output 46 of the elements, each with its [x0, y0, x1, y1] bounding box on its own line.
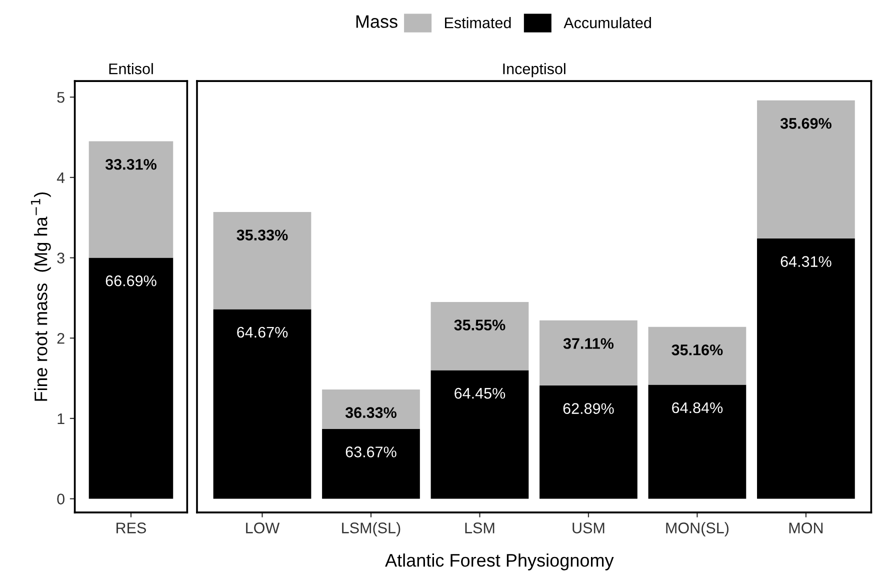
annotation: 35.33% [236, 230, 288, 240]
bar [757, 238, 855, 499]
bar [648, 326, 746, 385]
bar [430, 302, 529, 370]
x-tick-label: LSM [465, 522, 494, 534]
y-tick-label: 1 [58, 413, 64, 424]
annotation: 37.11% [563, 338, 614, 349]
annotation: 35.16% [672, 344, 723, 356]
annotation: 64.67% [237, 326, 288, 338]
x-tick-label: RES [116, 522, 146, 534]
bar [213, 212, 312, 310]
x-tick-label: MON [789, 522, 823, 534]
bar [648, 384, 746, 499]
bar [757, 100, 855, 238]
bar [540, 386, 638, 499]
y-tick-label: 2 [57, 332, 64, 344]
y-tick-label: 5 [57, 92, 64, 103]
legend-label: Estimated [445, 17, 511, 28]
x-axis-title: Atlantic Forest Physiognomy [385, 553, 614, 570]
annotation: 66.69% [106, 275, 156, 286]
y-tick-label: 3 [57, 252, 64, 264]
bar [213, 309, 312, 499]
annotation: 63.67% [346, 446, 396, 458]
x-tick-label: LSM(SL) [342, 522, 400, 536]
chart-title: Inceptisol [503, 63, 566, 78]
y-tick-label: 0 [57, 494, 64, 504]
annotation: 62.89% [563, 403, 614, 414]
annotation: 36.33% [345, 407, 396, 418]
bar [322, 390, 420, 429]
annotation: 64.45% [454, 388, 506, 399]
y-axis-title: Fine root mass (Mg ha$^{−1}$) [30, 192, 51, 401]
bar [430, 370, 529, 499]
chart-title: Entisol [109, 63, 153, 74]
annotation: 35.55% [454, 320, 506, 330]
annotation: 35.69% [780, 118, 832, 129]
x-tick-label: LOW [246, 522, 280, 534]
annotation: 64.31% [780, 256, 832, 267]
y-tick-label: 4 [56, 172, 65, 183]
bar [322, 428, 420, 499]
bar [540, 320, 638, 386]
legend-label: Accumulated [564, 17, 651, 28]
x-tick-label: USM [572, 522, 604, 534]
annotation: 33.31% [105, 158, 156, 170]
annotation: 64.84% [672, 402, 723, 414]
legend-title: Mass [356, 15, 398, 28]
x-tick-label: MON(SL) [666, 522, 729, 536]
